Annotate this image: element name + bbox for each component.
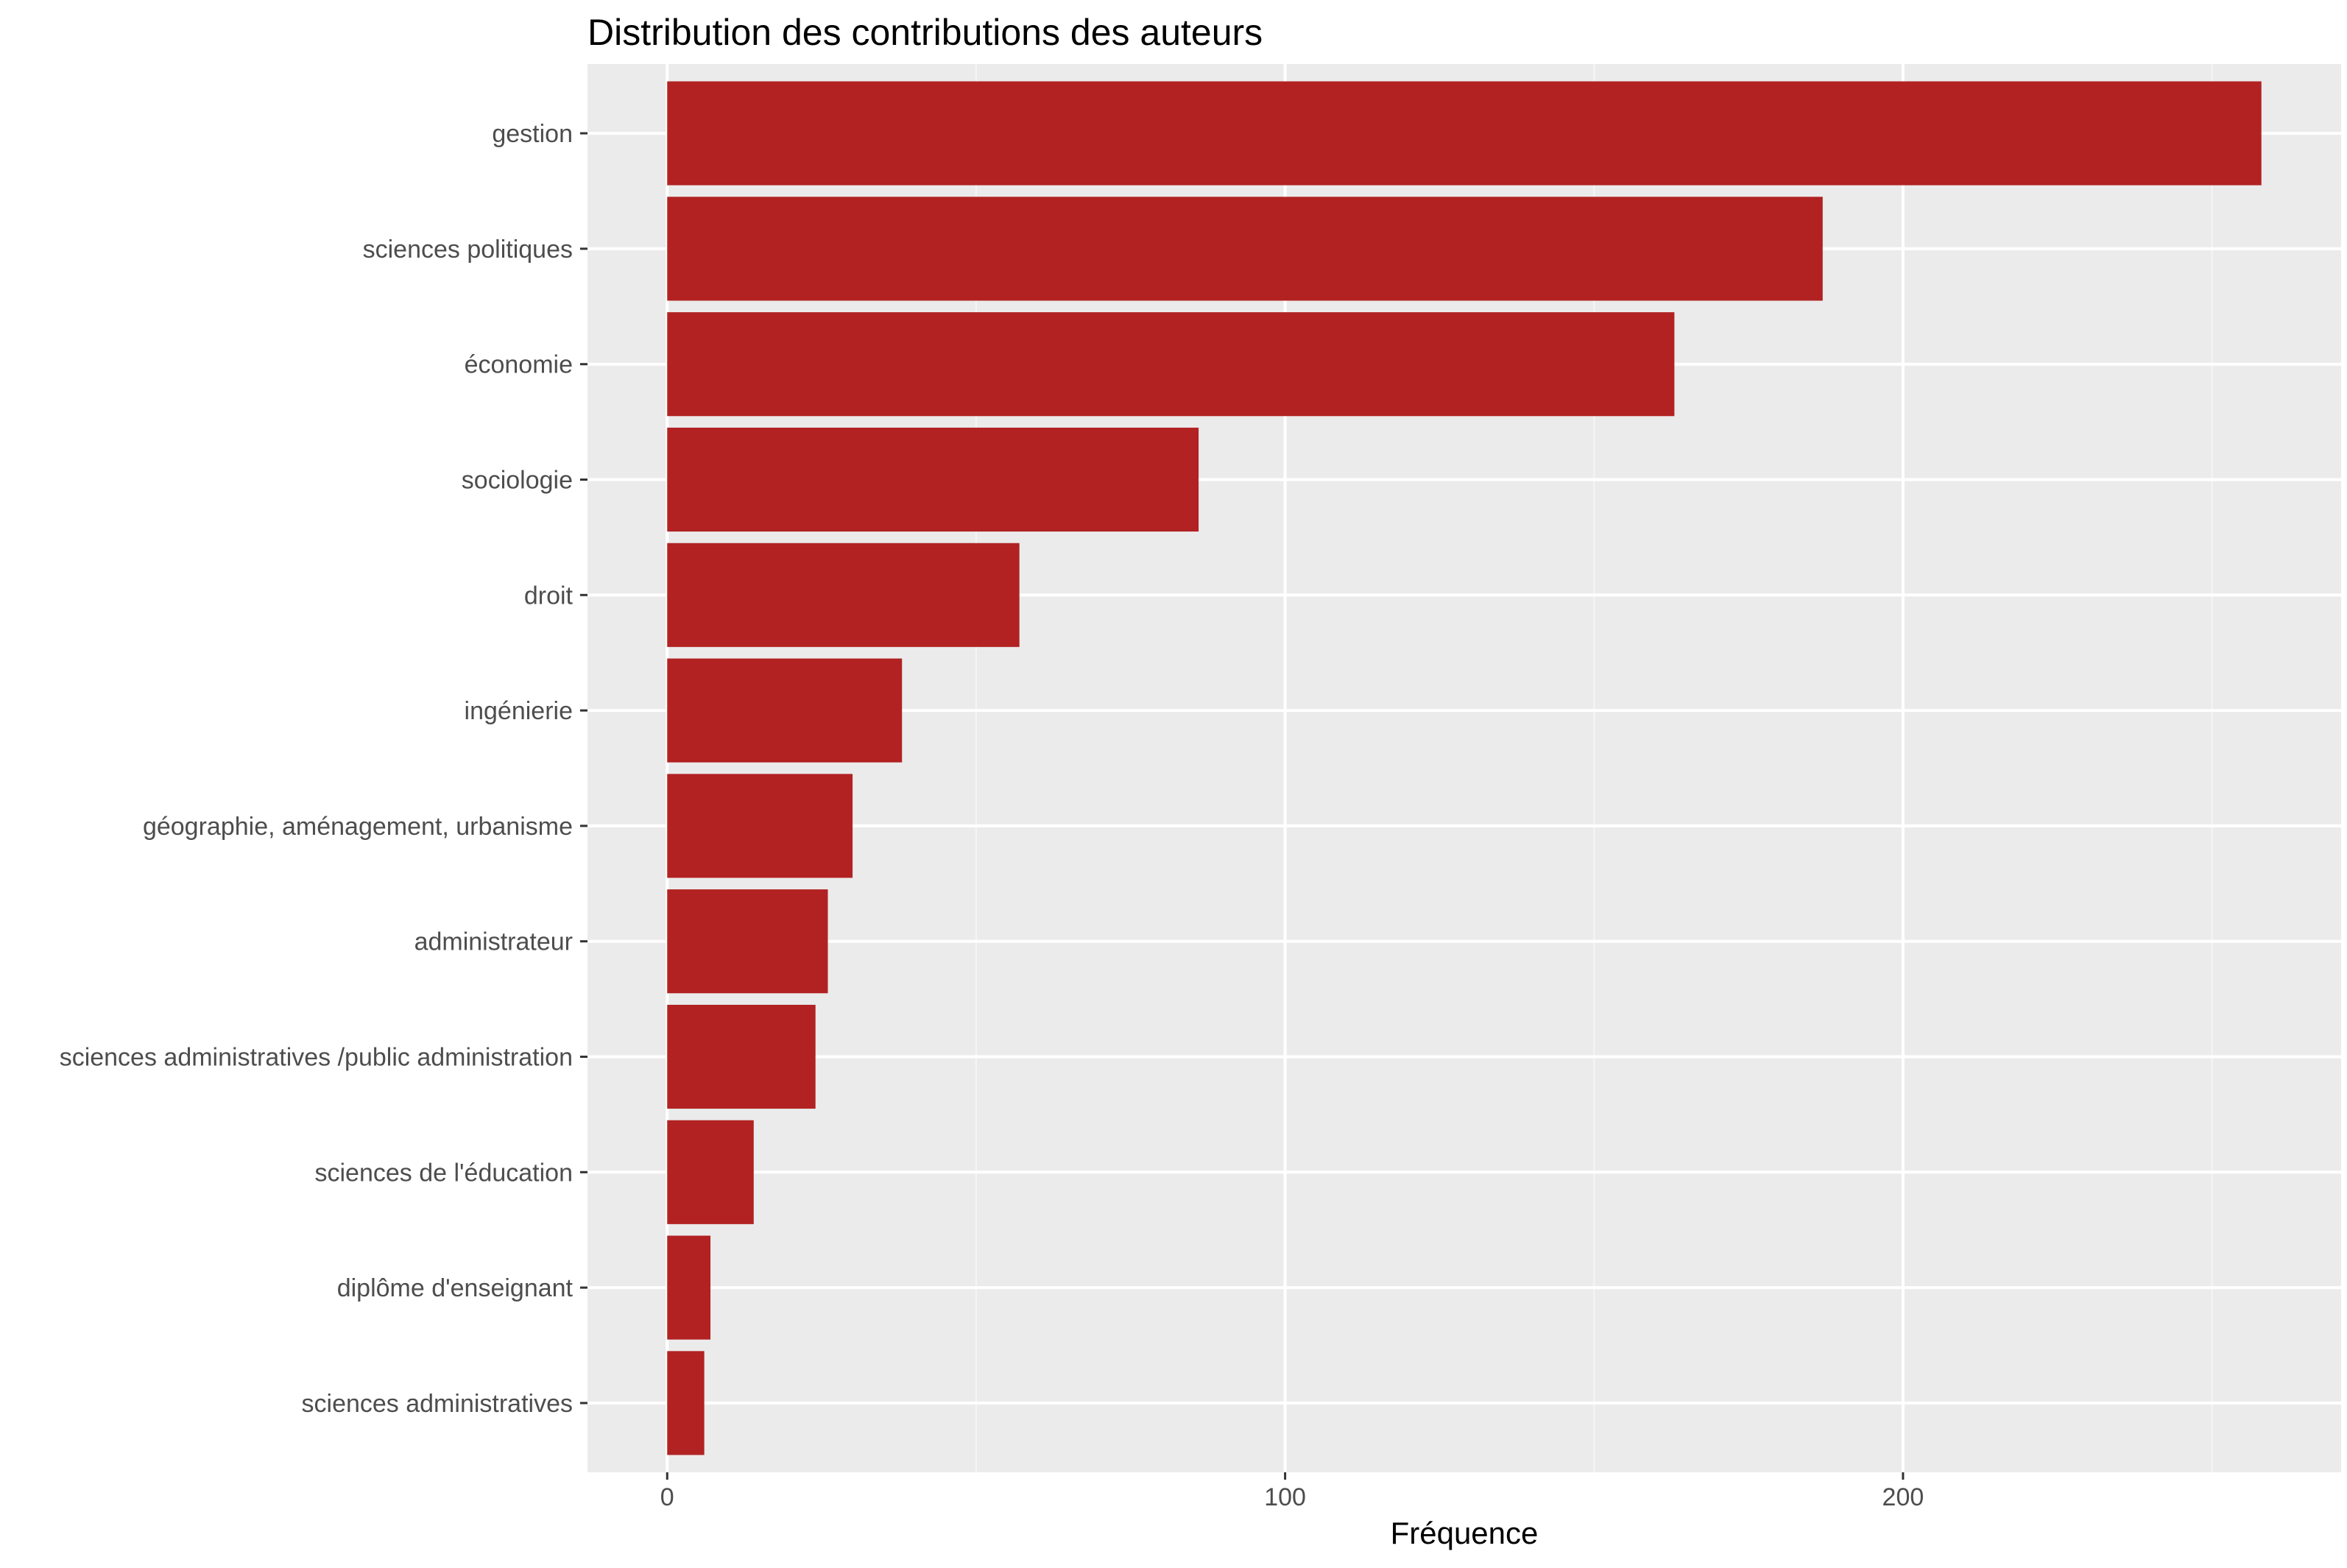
- category-label: ingénierie: [465, 697, 573, 725]
- category-label: droit: [524, 582, 573, 610]
- category-label: sociologie: [462, 466, 573, 494]
- bar-8: [667, 889, 828, 994]
- chart-title: Distribution des contributions des auteu…: [587, 12, 1263, 53]
- category-label: diplôme d'enseignant: [337, 1274, 573, 1302]
- bar-10: [667, 1120, 754, 1224]
- bar-6: [667, 658, 903, 763]
- category-label: administrateur: [414, 928, 573, 956]
- category-label: gestion: [492, 120, 573, 148]
- x-tick-label: 100: [1264, 1483, 1306, 1511]
- y-axis: gestion sciences politiques économie sociol…: [60, 120, 587, 1418]
- x-axis: 0 100 200: [660, 1472, 1924, 1511]
- category-label: sciences administratives /public adminis…: [60, 1044, 573, 1072]
- bar-1: [667, 81, 2262, 186]
- bar-11: [667, 1235, 711, 1340]
- category-label: sciences de l'éducation: [315, 1159, 573, 1187]
- bar-5: [667, 543, 1020, 647]
- category-label: économie: [465, 351, 573, 379]
- bar-7: [667, 774, 853, 878]
- x-axis-title: Fréquence: [1391, 1516, 1539, 1550]
- bar-9: [667, 1004, 816, 1109]
- bars: [667, 81, 2262, 1455]
- x-tick-label: 200: [1882, 1483, 1924, 1511]
- category-label: géographie, aménagement, urbanisme: [143, 813, 573, 841]
- x-tick-label: 0: [660, 1483, 674, 1511]
- category-label: sciences administratives: [302, 1390, 573, 1418]
- category-label: sciences politiques: [363, 236, 573, 264]
- bar-2: [667, 197, 1823, 301]
- bar-3: [667, 312, 1675, 417]
- bar-4: [667, 427, 1199, 532]
- bar-12: [667, 1351, 705, 1455]
